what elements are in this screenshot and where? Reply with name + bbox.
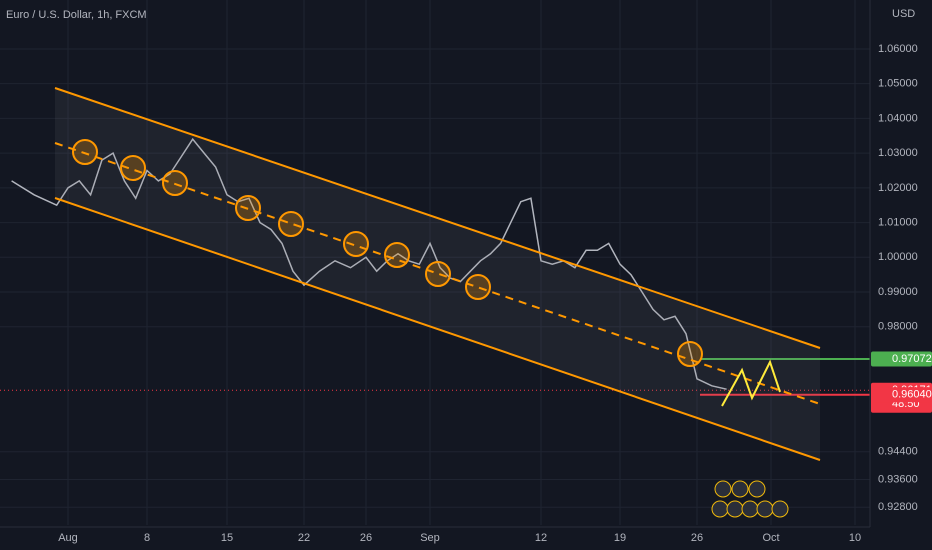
x-tick-label: 15 [221, 532, 233, 544]
axes: 1.06000 1.05000 1.04000 1.03000 1.02000 1.010… [58, 43, 932, 544]
channel-fill [55, 88, 820, 460]
circle [120, 155, 146, 181]
y-tick-label: 0.93600 [878, 473, 918, 485]
x-tick-label: 10 [849, 532, 861, 544]
circle [72, 139, 98, 165]
currency: USD [892, 8, 915, 20]
x-tick-label: 22 [298, 532, 310, 544]
icon [714, 480, 732, 498]
event-icons [711, 480, 789, 518]
price-tag-label: 0.96040 [892, 389, 932, 401]
channel-mid [54, 142, 821, 405]
circle [425, 261, 451, 287]
price-tag [871, 351, 932, 367]
x-tick-label: 19 [614, 532, 626, 544]
circle [278, 211, 304, 237]
circle [465, 274, 491, 300]
y-tick-label: 1.06000 [878, 43, 918, 55]
y-tick-label: 1.00000 [878, 251, 918, 263]
channel-upper [54, 87, 821, 349]
time-axis-bg [0, 527, 932, 550]
drawings [54, 87, 821, 518]
x-tick-label: Aug [58, 532, 78, 544]
price-tag-label: 0.97072 [892, 353, 932, 365]
icon [756, 500, 774, 518]
icon [771, 500, 789, 518]
y-tick-label: 0.92800 [878, 501, 918, 513]
y-tick-label: 0.99000 [878, 286, 918, 298]
y-tick-label: 1.03000 [878, 147, 918, 159]
circle [162, 170, 188, 196]
channel-lower [54, 197, 821, 461]
x-tick-label: 8 [144, 532, 150, 544]
icon [711, 500, 729, 518]
chart-title: Euro / U.S. Dollar, 1h, FXCM [6, 9, 147, 21]
price-axis-bg [870, 0, 932, 550]
circle [677, 341, 703, 367]
y-tick-label: 1.04000 [878, 112, 918, 124]
zigzag [721, 359, 781, 407]
x-tick-label: 12 [535, 532, 547, 544]
y-tick-label: 1.05000 [878, 78, 918, 90]
grid [0, 0, 870, 525]
icon [726, 500, 744, 518]
x-tick-label: Oct [762, 532, 779, 544]
circle [235, 195, 261, 221]
y-tick-label: 1.02000 [878, 182, 918, 194]
y-tick-label: 0.94400 [878, 446, 918, 458]
circle [384, 242, 410, 268]
x-tick-label: Sep [420, 532, 440, 544]
y-tick-label: 0.98000 [878, 321, 918, 333]
y-tick-label: 1.01000 [878, 216, 918, 228]
touch-circles [72, 139, 703, 367]
icon [748, 480, 766, 498]
icon [731, 480, 749, 498]
icon [741, 500, 759, 518]
price-tag [871, 387, 932, 403]
x-tick-label: 26 [691, 532, 703, 544]
circle [343, 231, 369, 257]
x-tick-label: 26 [360, 532, 372, 544]
